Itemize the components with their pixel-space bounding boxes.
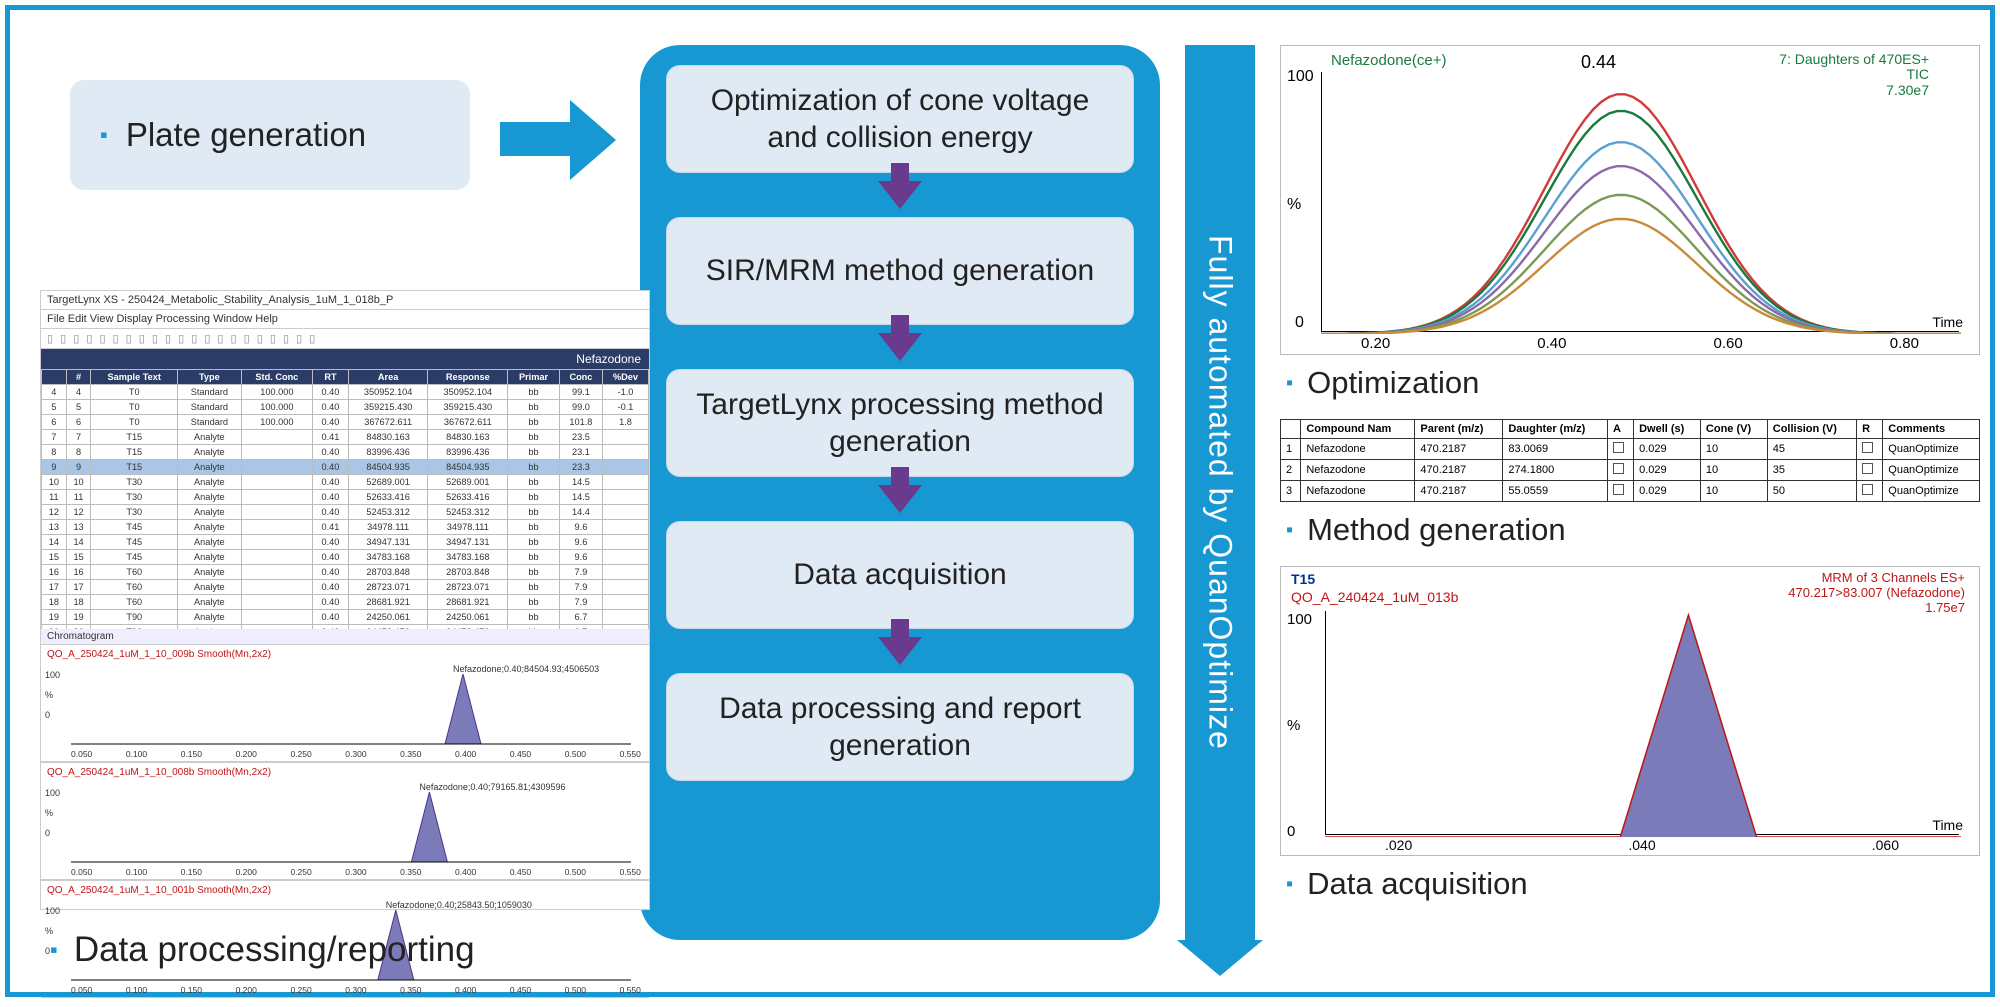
opt-peak-label: 0.44 [1581,52,1616,73]
down-arrow-icon [878,637,922,665]
opt-y0: 0 [1295,314,1304,332]
tl-chrom-header: Chromatogram [41,629,649,644]
down-arrow-icon [878,181,922,209]
opt-y100: 100 [1287,68,1314,86]
right-column: Nefazodone(ce+) 7: Daughters of 470ES+ T… [1280,45,1980,920]
workflow-step: Optimization of cone voltage and collisi… [666,65,1134,173]
workflow-step: Data processing and report generation [666,673,1134,781]
automation-banner: Fully automated by QuanOptimize [1185,45,1255,940]
acq-t2: QO_A_240424_1uM_013b [1291,589,1458,605]
optimization-chart: Nefazodone(ce+) 7: Daughters of 470ES+ T… [1280,45,1980,355]
acquisition-caption: Data acquisition [1286,866,1980,902]
optimization-caption: Optimization [1286,365,1980,401]
acq-t3: MRM of 3 Channels ES+ 470.217>83.007 (Ne… [1788,571,1965,616]
automation-banner-label: Fully automated by QuanOptimize [1202,235,1239,750]
method-table: Compound NamParent (m/z)Daughter (m/z)AD… [1280,419,1980,502]
tl-titlebar: TargetLynx XS - 250424_Metabolic_Stabili… [41,291,649,310]
tl-menu: File Edit View Display Processing Window… [41,310,649,329]
method-caption: Method generation [1286,512,1980,548]
workflow-step: TargetLynx processing method generation [666,369,1134,477]
tl-table: #Sample TextTypeStd. ConcRTAreaResponseP… [41,369,649,629]
opt-title-left: Nefazodone(ce+) [1331,52,1447,69]
down-arrow-icon [878,333,922,361]
plate-generation-box: Plate generation [70,80,470,190]
acq-time-label: Time [1932,817,1963,833]
workflow-panel: Optimization of cone voltage and collisi… [640,45,1160,940]
opt-time-label: Time [1932,314,1963,330]
opt-ylabel: % [1287,196,1301,214]
targetlynx-screenshot: TargetLynx XS - 250424_Metabolic_Stabili… [40,290,650,910]
tl-banner: Nefazodone [41,349,649,369]
tl-toolbar: ▯ ▯ ▯ ▯ ▯ ▯ ▯ ▯ ▯ ▯ ▯ ▯ ▯ ▯ ▯ ▯ ▯ ▯ ▯ ▯ … [41,329,649,349]
workflow-step: Data acquisition [666,521,1134,629]
down-arrow-icon [878,485,922,513]
acquisition-chart: T15 QO_A_240424_1uM_013b MRM of 3 Channe… [1280,566,1980,856]
plate-generation-label: Plate generation [126,116,366,154]
workflow-step: SIR/MRM method generation [666,217,1134,325]
acq-t1: T15 [1291,571,1315,587]
data-processing-caption: Data processing/reporting [50,930,475,970]
